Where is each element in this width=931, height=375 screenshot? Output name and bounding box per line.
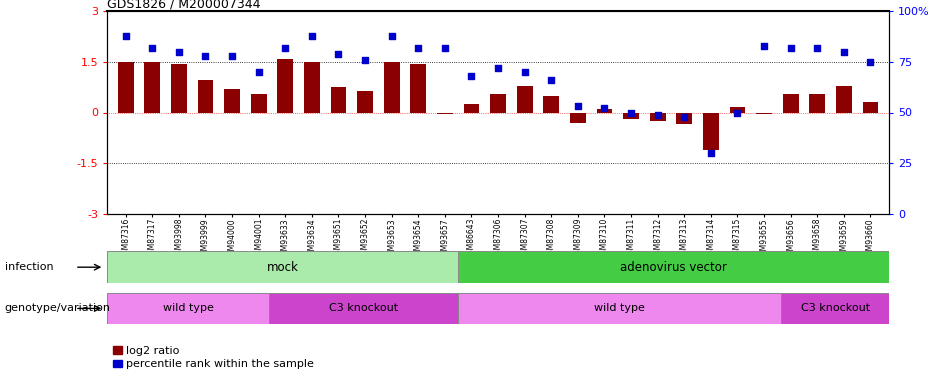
Text: C3 knockout: C3 knockout: [801, 303, 870, 313]
Text: wild type: wild type: [163, 303, 213, 313]
Point: [224, 53, 239, 59]
Bar: [809, 94, 825, 112]
Point: [251, 69, 266, 75]
Bar: [384, 62, 399, 112]
Point: [757, 43, 772, 49]
Point: [518, 69, 533, 75]
Bar: [458, 251, 889, 283]
Bar: [597, 109, 613, 112]
Text: mock: mock: [266, 261, 298, 274]
Bar: [676, 112, 693, 125]
Bar: [570, 112, 586, 123]
Point: [118, 33, 133, 39]
Point: [438, 45, 452, 51]
Bar: [144, 62, 160, 112]
Point: [810, 45, 825, 51]
Bar: [730, 107, 746, 112]
Point: [677, 114, 692, 120]
Bar: [781, 292, 889, 324]
Point: [571, 104, 586, 110]
Point: [385, 33, 399, 39]
Bar: [171, 63, 187, 112]
Text: C3 knockout: C3 knockout: [329, 303, 398, 313]
Point: [464, 73, 479, 79]
Point: [277, 45, 292, 51]
Bar: [544, 96, 560, 112]
Point: [624, 110, 639, 116]
Bar: [331, 87, 346, 112]
Text: genotype/variation: genotype/variation: [5, 303, 111, 313]
Text: wild type: wild type: [594, 303, 645, 313]
Bar: [224, 89, 240, 112]
Point: [597, 105, 612, 111]
Point: [411, 45, 425, 51]
Point: [650, 111, 665, 117]
Legend: log2 ratio, percentile rank within the sample: log2 ratio, percentile rank within the s…: [113, 346, 314, 369]
Bar: [836, 86, 852, 112]
Bar: [490, 94, 506, 112]
Point: [358, 57, 372, 63]
Bar: [304, 62, 320, 112]
Point: [491, 65, 506, 71]
Text: infection: infection: [5, 262, 53, 272]
Bar: [517, 86, 533, 112]
Point: [783, 45, 798, 51]
Point: [704, 150, 719, 156]
Bar: [464, 104, 479, 112]
Bar: [437, 112, 452, 114]
Bar: [107, 292, 269, 324]
Bar: [269, 292, 458, 324]
Point: [304, 33, 319, 39]
Bar: [756, 112, 772, 114]
Point: [863, 59, 878, 65]
Bar: [458, 292, 781, 324]
Bar: [117, 62, 134, 112]
Point: [836, 49, 851, 55]
Point: [544, 77, 559, 83]
Bar: [623, 112, 639, 119]
Point: [331, 51, 346, 57]
Bar: [277, 58, 293, 112]
Bar: [250, 94, 266, 112]
Bar: [650, 112, 666, 121]
Bar: [107, 251, 458, 283]
Bar: [783, 94, 799, 112]
Bar: [411, 63, 426, 112]
Text: GDS1826 / M200007344: GDS1826 / M200007344: [107, 0, 261, 10]
Point: [171, 49, 186, 55]
Text: adenovirus vector: adenovirus vector: [620, 261, 727, 274]
Point: [145, 45, 160, 51]
Bar: [862, 102, 879, 112]
Bar: [358, 91, 373, 112]
Point: [198, 53, 213, 59]
Point: [730, 110, 745, 116]
Bar: [703, 112, 719, 150]
Bar: [197, 81, 213, 112]
